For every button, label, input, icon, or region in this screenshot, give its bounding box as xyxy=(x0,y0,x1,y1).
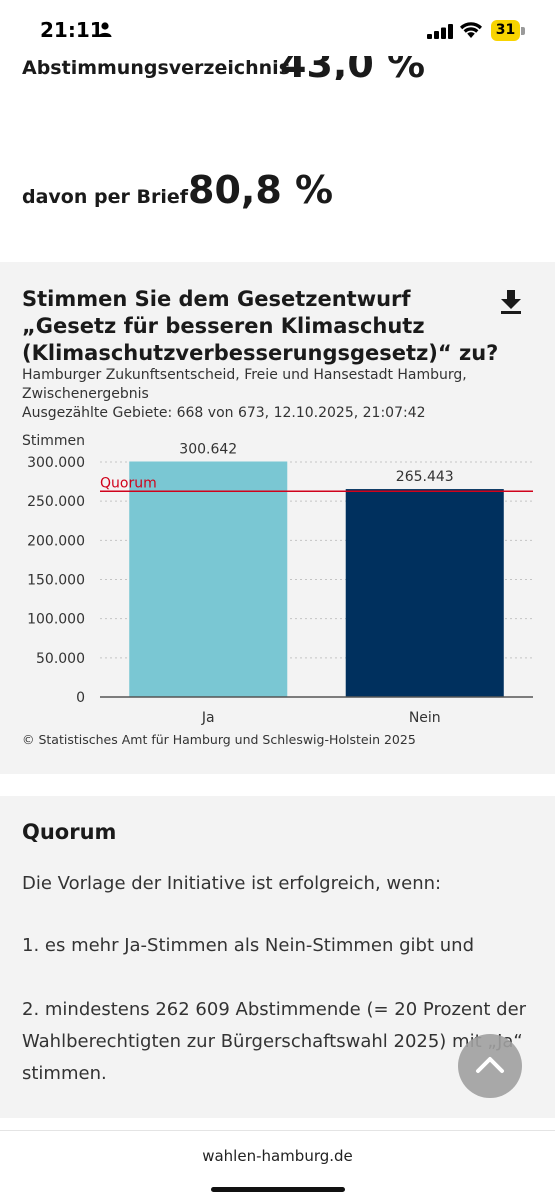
y-tick-label: 150.000 xyxy=(27,573,85,589)
url-bar[interactable]: wahlen-hamburg.de xyxy=(202,1147,353,1165)
scroll-top-button[interactable] xyxy=(458,1034,522,1098)
bar-value-label: 300.642 xyxy=(179,441,237,457)
quorum-condition-2: 2. mindestens 262 609 Abstimmende (= 20 … xyxy=(22,999,527,1084)
chart-title: Stimmen Sie dem Gesetzentwurf „Gesetz fü… xyxy=(22,287,499,365)
stat-label-brief: davon per Brief xyxy=(22,186,188,208)
bar xyxy=(129,461,288,697)
download-icon[interactable] xyxy=(500,289,522,315)
quorum-condition-1: 1. es mehr Ja-Stimmen als Nein-Stimmen g… xyxy=(22,935,475,956)
y-tick-label: 300.000 xyxy=(27,455,85,471)
status-time: 21:11 xyxy=(40,18,104,42)
home-indicator xyxy=(211,1187,345,1192)
chevron-up-icon xyxy=(476,1057,504,1073)
x-tick-label: Ja xyxy=(201,710,215,726)
person-icon xyxy=(98,22,112,37)
y-tick-label: 250.000 xyxy=(27,494,85,510)
browser-bottom-bar: wahlen-hamburg.de xyxy=(0,1130,555,1200)
y-tick-label: 100.000 xyxy=(27,612,85,628)
stat-row-partial: Abstimmungsverzeichnis 43,0 % xyxy=(22,44,542,80)
wifi-icon xyxy=(460,22,482,38)
quorum-title: Quorum xyxy=(22,820,117,844)
battery-cap xyxy=(521,27,525,35)
chart-subtitle-line: Zwischenergebnis xyxy=(22,386,149,402)
quorum-intro: Die Vorlage der Initiative ist erfolgrei… xyxy=(22,873,442,894)
stat-label: Abstimmungsverzeichnis xyxy=(22,57,291,79)
chart-source: © Statistisches Amt für Hamburg und Schl… xyxy=(22,732,416,747)
chart-card: Stimmen Sie dem Gesetzentwurf „Gesetz fü… xyxy=(0,262,555,774)
y-tick-label: 200.000 xyxy=(27,533,85,549)
y-tick-label: 0 xyxy=(76,690,85,706)
chart-subtitle: Hamburger Zukunftsentscheid, Freie und H… xyxy=(22,366,522,423)
signal-icon xyxy=(427,24,453,39)
chart-subtitle-line: Ausgezählte Gebiete: 668 von 673, 12.10.… xyxy=(22,405,426,421)
stat-value-brief: 80,8 % xyxy=(188,168,334,212)
status-bar: 21:11 31 xyxy=(0,0,555,56)
bar-value-label: 265.443 xyxy=(396,469,454,485)
chart-subtitle-line: Hamburger Zukunftsentscheid, Freie und H… xyxy=(22,367,467,383)
bar-chart: Stimmen 0 50.000 100.000 150.000 200.000 250.0… xyxy=(22,433,533,726)
y-axis-label: Stimmen xyxy=(22,433,85,449)
bar xyxy=(345,489,504,697)
x-tick-label: Nein xyxy=(409,710,441,726)
battery-indicator: 31 xyxy=(491,20,520,41)
quorum-line-label: Quorum xyxy=(100,475,157,491)
y-tick-label: 50.000 xyxy=(36,651,85,667)
